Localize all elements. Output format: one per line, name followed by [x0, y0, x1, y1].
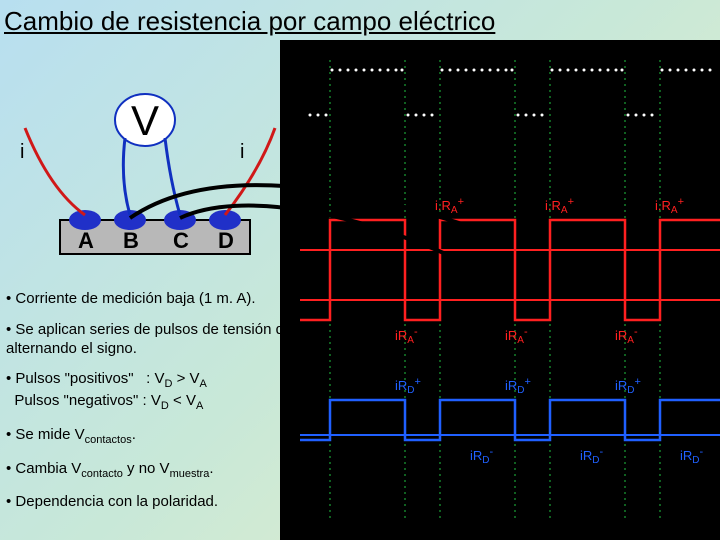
svg-text:i.RA+: i.RA+ [435, 196, 464, 216]
bullet-4: • Se mide Vcontactos. [6, 426, 406, 448]
contact-a-label: A [78, 228, 94, 253]
svg-text:iRD+: iRD+ [505, 376, 531, 396]
bullet-3: • Pulsos "positivos" : VD > VA Pulsos "n… [6, 370, 406, 414]
i-right-label: i [240, 141, 244, 163]
contact-d-label: D [218, 228, 234, 253]
svg-text:i.RA+: i.RA+ [655, 196, 684, 216]
svg-text:iRD-: iRD- [580, 446, 604, 466]
contact-c-label: C [173, 228, 189, 253]
bullet-5: • Cambia Vcontacto y no Vmuestra. [6, 460, 406, 482]
svg-text:iRD-: iRD- [680, 446, 704, 466]
bullet-list: • Corriente de medición baja (1 m. A). •… [6, 290, 406, 524]
bullet-1: • Corriente de medición baja (1 m. A). [6, 290, 406, 309]
measurement-schematic: A B C D V i i [20, 80, 300, 280]
svg-text:iRD-: iRD- [470, 446, 494, 466]
svg-text:iRA-: iRA- [505, 326, 528, 346]
page-title: Cambio de resistencia por campo eléctric… [4, 6, 495, 37]
bullet-6: • Dependencia con la polaridad. [6, 493, 406, 512]
contact-b-label: B [123, 228, 139, 253]
svg-text:iRD+: iRD+ [615, 376, 641, 396]
voltmeter-label: V [131, 97, 159, 144]
i-left-label: i [20, 141, 24, 163]
svg-text:iRA-: iRA- [615, 326, 638, 346]
svg-text:i.RA+: i.RA+ [545, 196, 574, 216]
bullet-2: • Se aplican series de pulsos de tensión… [6, 321, 406, 359]
